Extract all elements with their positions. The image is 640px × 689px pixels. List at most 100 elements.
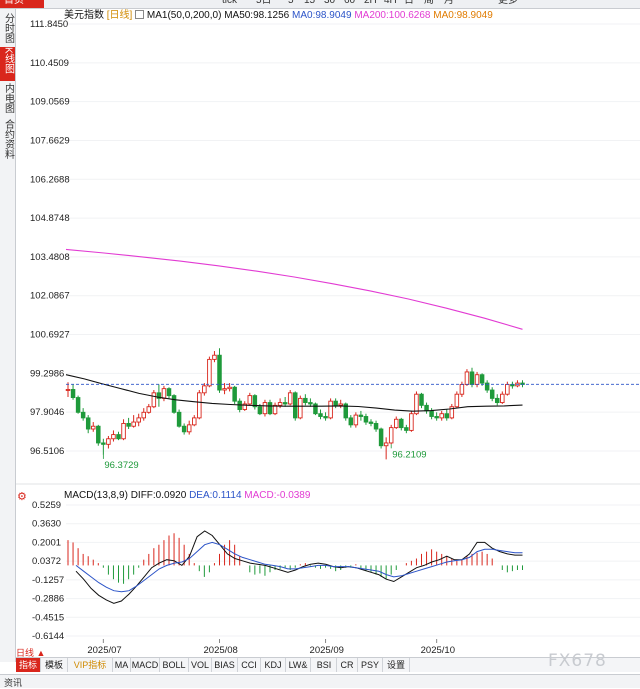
candlestick-chart[interactable]: 111.8450 110.4509 109.0569 107.6629 106.2688…: [16, 9, 640, 657]
candle-body: [434, 416, 439, 419]
price-tick-label: 102.0867: [30, 291, 70, 302]
period-day[interactable]: 日: [404, 0, 414, 6]
price-tick-label: 96.5106: [30, 446, 64, 457]
candle-body: [399, 418, 404, 429]
period-60[interactable]: 60: [344, 0, 356, 6]
candle-body: [151, 392, 157, 408]
sidebar-item-label: 分时图: [2, 13, 14, 43]
candle-body: [404, 427, 409, 431]
left-sidebar: 分时图 K线图 内电图 合约资料: [0, 9, 16, 662]
candle-body: [358, 414, 364, 417]
tab-template[interactable]: 模板: [41, 658, 68, 672]
tab-vip-indicator[interactable]: VIP指标: [68, 658, 113, 672]
price-tick-label: 106.2688: [30, 174, 70, 185]
period-month[interactable]: 月: [444, 0, 454, 6]
period-30[interactable]: 30: [324, 0, 336, 6]
period-2h[interactable]: 2H: [364, 0, 377, 6]
tab-bias[interactable]: BIAS: [212, 658, 238, 672]
candle-body: [323, 416, 328, 419]
period-5day[interactable]: 5日: [256, 0, 272, 6]
macd-tick-label: 0.0372: [32, 556, 61, 567]
tab-cci[interactable]: CCI: [238, 658, 261, 672]
status-bar: 资讯: [0, 674, 640, 688]
period-15[interactable]: 15: [304, 0, 316, 6]
macd-label: MACD(13,8,9): [64, 490, 128, 501]
candle-body: [388, 427, 394, 444]
ma-checkbox-icon[interactable]: [135, 10, 145, 19]
candle-body: [96, 425, 101, 444]
price-tick-label: 103.4808: [30, 252, 70, 263]
tab-vol[interactable]: VOL: [189, 658, 212, 672]
sidebar-item-contract[interactable]: 合约资料: [0, 119, 15, 163]
top-toolbar: 首页 tick 5日 5 15 30 60 2H 4H 日 周 月 更多: [0, 0, 640, 9]
candle-body: [383, 442, 389, 447]
candle-body: [489, 389, 495, 399]
sidebar-item-inner[interactable]: 内电图: [0, 83, 15, 117]
candle-body: [156, 392, 162, 399]
candle-body: [464, 371, 470, 385]
tab-lw[interactable]: LW&: [286, 658, 311, 672]
candle-body: [449, 406, 455, 419]
candle-body: [191, 417, 197, 426]
candle-body: [474, 374, 480, 385]
period-4h[interactable]: 4H: [384, 0, 397, 6]
candle-body: [136, 417, 141, 423]
candle-body: [75, 397, 81, 413]
instrument-title: 美元指数: [64, 10, 104, 21]
candle-body: [429, 410, 434, 417]
tab-cr[interactable]: CR: [337, 658, 358, 672]
ma50-line: [65, 374, 523, 412]
tab-bsi[interactable]: BSI: [312, 658, 337, 672]
tab-boll[interactable]: BOLL: [160, 658, 189, 672]
date-tick-label: 2025/08: [204, 645, 238, 656]
macd-tick-label: 0.2001: [32, 537, 61, 548]
candle-body: [247, 395, 253, 405]
macd-tick-label: -0.6144: [32, 631, 64, 642]
period-switch[interactable]: 日线 ▲: [0, 648, 45, 670]
candle-body: [272, 404, 278, 415]
ma-last-value: MA0:98.9049: [433, 10, 493, 21]
ma-value: MA0:98.9049: [292, 10, 352, 21]
indicator-tabs: 指标 模板 VIP指标 MA MACD BOLL VOL BIAS CCI KD…: [16, 657, 640, 672]
candle-body: [202, 385, 207, 394]
candle-body: [353, 414, 359, 426]
period-week[interactable]: 周: [424, 0, 434, 6]
status-news[interactable]: 资讯: [4, 678, 23, 688]
macd-tick-label: -0.1257: [32, 575, 64, 586]
candle-body: [111, 434, 116, 440]
price-tick-label: 97.9046: [30, 407, 64, 418]
price-tick-label: 100.6927: [30, 330, 70, 341]
tab-indicator[interactable]: 指标: [16, 658, 41, 672]
watermark-logo: FX678: [548, 651, 607, 671]
price-tick-label: 107.6629: [30, 135, 70, 146]
candle-body: [106, 438, 111, 445]
candle-body: [252, 395, 258, 408]
tab-kdj[interactable]: KDJ: [261, 658, 286, 672]
period-tick[interactable]: tick: [222, 0, 237, 6]
candle-body: [479, 374, 485, 384]
chart-info-line: 美元指数 [日线] MA1(50,0,200,0) MA50:98.1256 M…: [64, 10, 493, 22]
more-button[interactable]: 更多: [498, 0, 518, 6]
period-5[interactable]: 5: [288, 0, 294, 6]
candle-body: [262, 402, 268, 415]
price-tick-label: 110.4509: [30, 58, 69, 69]
sidebar-item-timeline[interactable]: 分时图: [0, 13, 15, 45]
candle-body: [257, 406, 263, 415]
date-tick-label: 2025/09: [310, 645, 344, 656]
candle-body: [176, 411, 182, 427]
date-tick-label: 2025/10: [421, 645, 455, 656]
home-button[interactable]: 首页: [0, 0, 44, 8]
sidebar-item-kline[interactable]: K线图: [0, 47, 15, 81]
candle-body: [141, 411, 146, 419]
candle-body: [146, 406, 152, 413]
tab-settings[interactable]: 设置: [383, 658, 410, 672]
macd-settings-icon[interactable]: ⚙: [17, 491, 27, 503]
candle-body: [363, 416, 369, 423]
ma200-line: [65, 248, 523, 330]
candle-body: [131, 421, 136, 427]
date-tick-label: 2025/07: [87, 645, 121, 656]
tab-ma[interactable]: MA: [113, 658, 131, 672]
tab-macd[interactable]: MACD: [131, 658, 160, 672]
dea-value: DEA:0.1114: [189, 490, 242, 501]
tab-psy[interactable]: PSY: [358, 658, 383, 672]
